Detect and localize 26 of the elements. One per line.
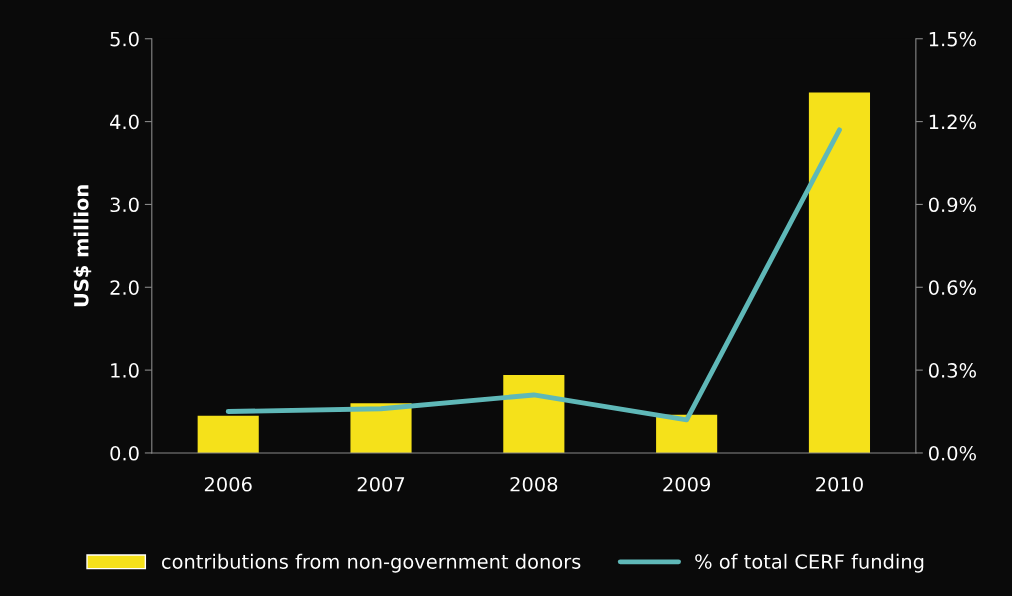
x-tick-label: 2006 <box>204 476 252 492</box>
y2-tick-label: 1.5% <box>929 31 976 47</box>
bar <box>808 92 871 453</box>
y-tick-label: 1.0 <box>111 363 139 378</box>
bar <box>350 403 412 453</box>
legend-label: % of total CERF funding <box>695 553 924 573</box>
legend-label: contributions from non-government donors <box>161 553 581 573</box>
x-tick-label: 2010 <box>816 476 863 492</box>
bar <box>197 415 259 453</box>
y-tick-label: 5.0 <box>110 31 139 47</box>
y2-tick-label: 0.0% <box>928 445 976 461</box>
y2-tick-label: 0.3% <box>928 363 976 378</box>
y2-tick-label: 0.9% <box>928 197 976 213</box>
y-tick-label: 0.0 <box>110 445 139 461</box>
y2-tick-label: 0.6% <box>928 280 976 295</box>
bar <box>503 375 565 453</box>
line-series <box>225 127 842 423</box>
x-tick-label: 2008 <box>510 476 558 492</box>
x-tick-label: 2009 <box>663 476 711 492</box>
y-tick-label: 2.0 <box>110 280 139 295</box>
bar <box>656 414 718 453</box>
y-tick-label: 4.0 <box>110 114 139 130</box>
y2-tick-label: 1.2% <box>929 114 976 130</box>
x-tick-label: 2007 <box>357 476 405 492</box>
y-tick-label: 3.0 <box>110 197 139 213</box>
y-axis-title: US$ million <box>73 185 92 307</box>
